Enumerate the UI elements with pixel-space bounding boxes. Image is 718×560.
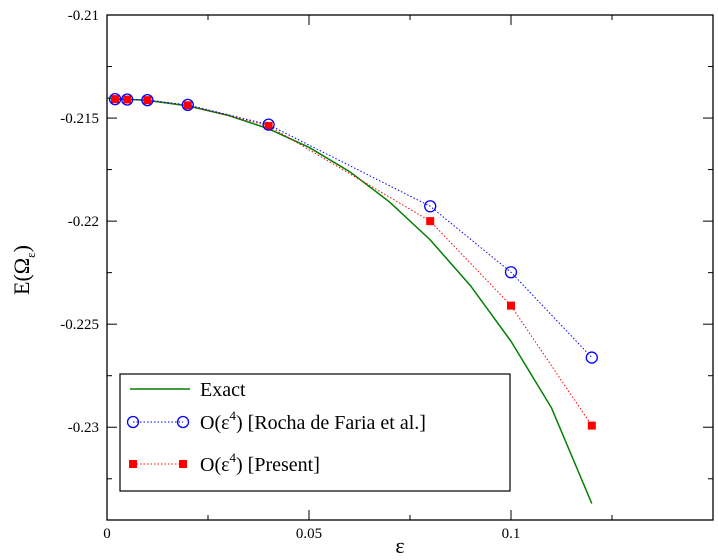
y-axis-label-suffix: ) xyxy=(9,245,34,252)
series-rocha-point xyxy=(424,200,437,213)
series-rocha-point xyxy=(141,93,154,107)
legend-present-superscript: 4 xyxy=(230,450,237,465)
x-axis-label: ε xyxy=(395,533,404,558)
legend-rocha-suffix: ) [Rocha de Faria et al.] xyxy=(236,412,426,434)
series-rocha-point xyxy=(108,92,122,106)
series-present-point xyxy=(426,217,435,226)
legend-exact-label: Exact xyxy=(200,379,246,401)
series-rocha-point xyxy=(121,93,134,106)
legend-rocha-superscript: 4 xyxy=(230,408,237,423)
y-axis-label-main: E(Ω xyxy=(9,258,34,295)
series-layer xyxy=(106,92,598,504)
series-present-point xyxy=(111,95,120,104)
legend-present-prefix: O(ε xyxy=(200,454,230,476)
series-present-point xyxy=(587,421,596,430)
x-tick-label: 0.1 xyxy=(502,526,521,542)
series-rocha-point xyxy=(181,98,194,112)
legend-rocha-label: O(ε4) [Rocha de Faria et al.] xyxy=(200,408,426,434)
x-tick-label: 0 xyxy=(103,526,111,542)
series-rocha-point xyxy=(585,351,598,364)
y-axis-label: E(Ωε) xyxy=(9,245,38,295)
legend: Exact O(ε4) [Rocha de Faria et al.] O(ε4… xyxy=(119,373,511,492)
legend-present-marker-left xyxy=(129,460,137,468)
legend-present-marker-right xyxy=(179,460,187,468)
legend-present-label: O(ε4) [Present] xyxy=(200,450,320,476)
legend-rocha-prefix: O(ε xyxy=(200,412,230,434)
series-present-point xyxy=(183,101,192,110)
series-present-point xyxy=(264,121,273,130)
y-tick-label: -0.22 xyxy=(68,214,99,230)
series-present-point xyxy=(143,96,152,105)
y-tick-label: -0.215 xyxy=(60,111,99,127)
x-tick-label: 0.05 xyxy=(296,526,322,542)
y-tick-label: -0.23 xyxy=(68,420,99,436)
series-rocha-point xyxy=(504,266,518,279)
series-present-point xyxy=(507,301,515,310)
legend-box xyxy=(119,373,511,492)
y-axis-label-subscript: ε xyxy=(23,252,38,258)
legend-present-suffix: ) [Present] xyxy=(236,454,320,476)
svg-text:E(Ωε): E(Ωε) xyxy=(9,245,38,295)
ticks-layer: 0 0.05 0.1 -0.21 -0.215 -0.22 -0.225 -0.23 xyxy=(60,8,714,542)
legend-rocha-marker-left xyxy=(126,415,140,429)
legend-rocha-marker-right xyxy=(176,415,190,429)
series-rocha-point xyxy=(262,118,275,131)
series-present-point xyxy=(123,95,132,104)
y-tick-label: -0.225 xyxy=(60,317,99,333)
y-tick-label: -0.21 xyxy=(68,8,99,24)
